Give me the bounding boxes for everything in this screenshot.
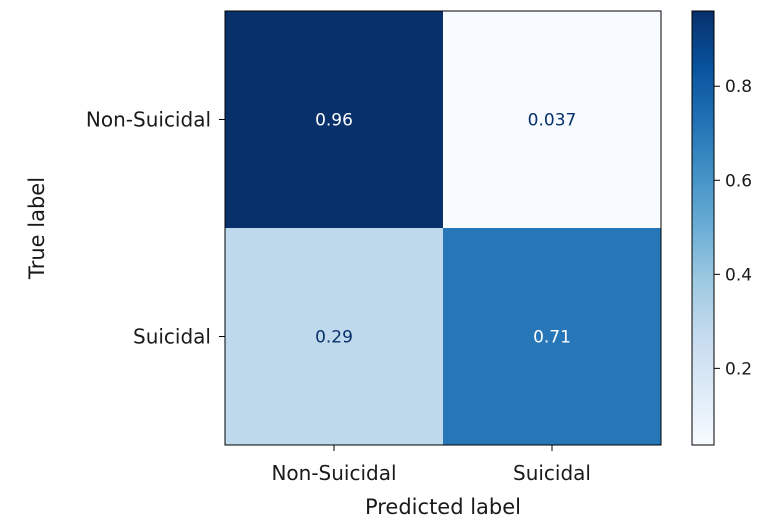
x-axis-title: Predicted label — [365, 495, 521, 519]
y-axis-title: True label — [25, 177, 49, 280]
y-tick-label: Suicidal — [133, 325, 211, 349]
y-tick-label: Non-Suicidal — [86, 108, 211, 132]
heatmap-cell — [225, 228, 443, 445]
cell-value-label: 0.96 — [315, 111, 353, 131]
colorbar-ticks: 0.2 0.4 0.6 0.8 — [714, 77, 752, 379]
axis-tick-labels: Non-Suicidal Suicidal Non-Suicidal Suicidal — [86, 108, 591, 486]
heatmap-cell — [225, 11, 443, 228]
colorbar-tick-label: 0.2 — [725, 359, 752, 379]
x-tick-label: Suicidal — [513, 461, 591, 485]
plot-frame — [224, 10, 662, 446]
axis-ticks — [219, 119, 553, 451]
cell-value-label: 0.71 — [533, 328, 571, 348]
colorbar — [691, 10, 715, 446]
colorbar-tick-label: 0.8 — [725, 77, 752, 97]
heatmap-cell — [443, 11, 661, 228]
x-tick-label: Non-Suicidal — [271, 461, 396, 485]
colorbar-tick-label: 0.4 — [725, 265, 752, 285]
heatmap-cells: 0.96 0.037 0.29 0.71 — [225, 11, 661, 445]
heatmap-cell — [443, 228, 661, 445]
colorbar-tick-label: 0.6 — [725, 171, 752, 191]
cell-value-label: 0.29 — [315, 328, 353, 348]
cell-value-label: 0.037 — [528, 111, 577, 131]
